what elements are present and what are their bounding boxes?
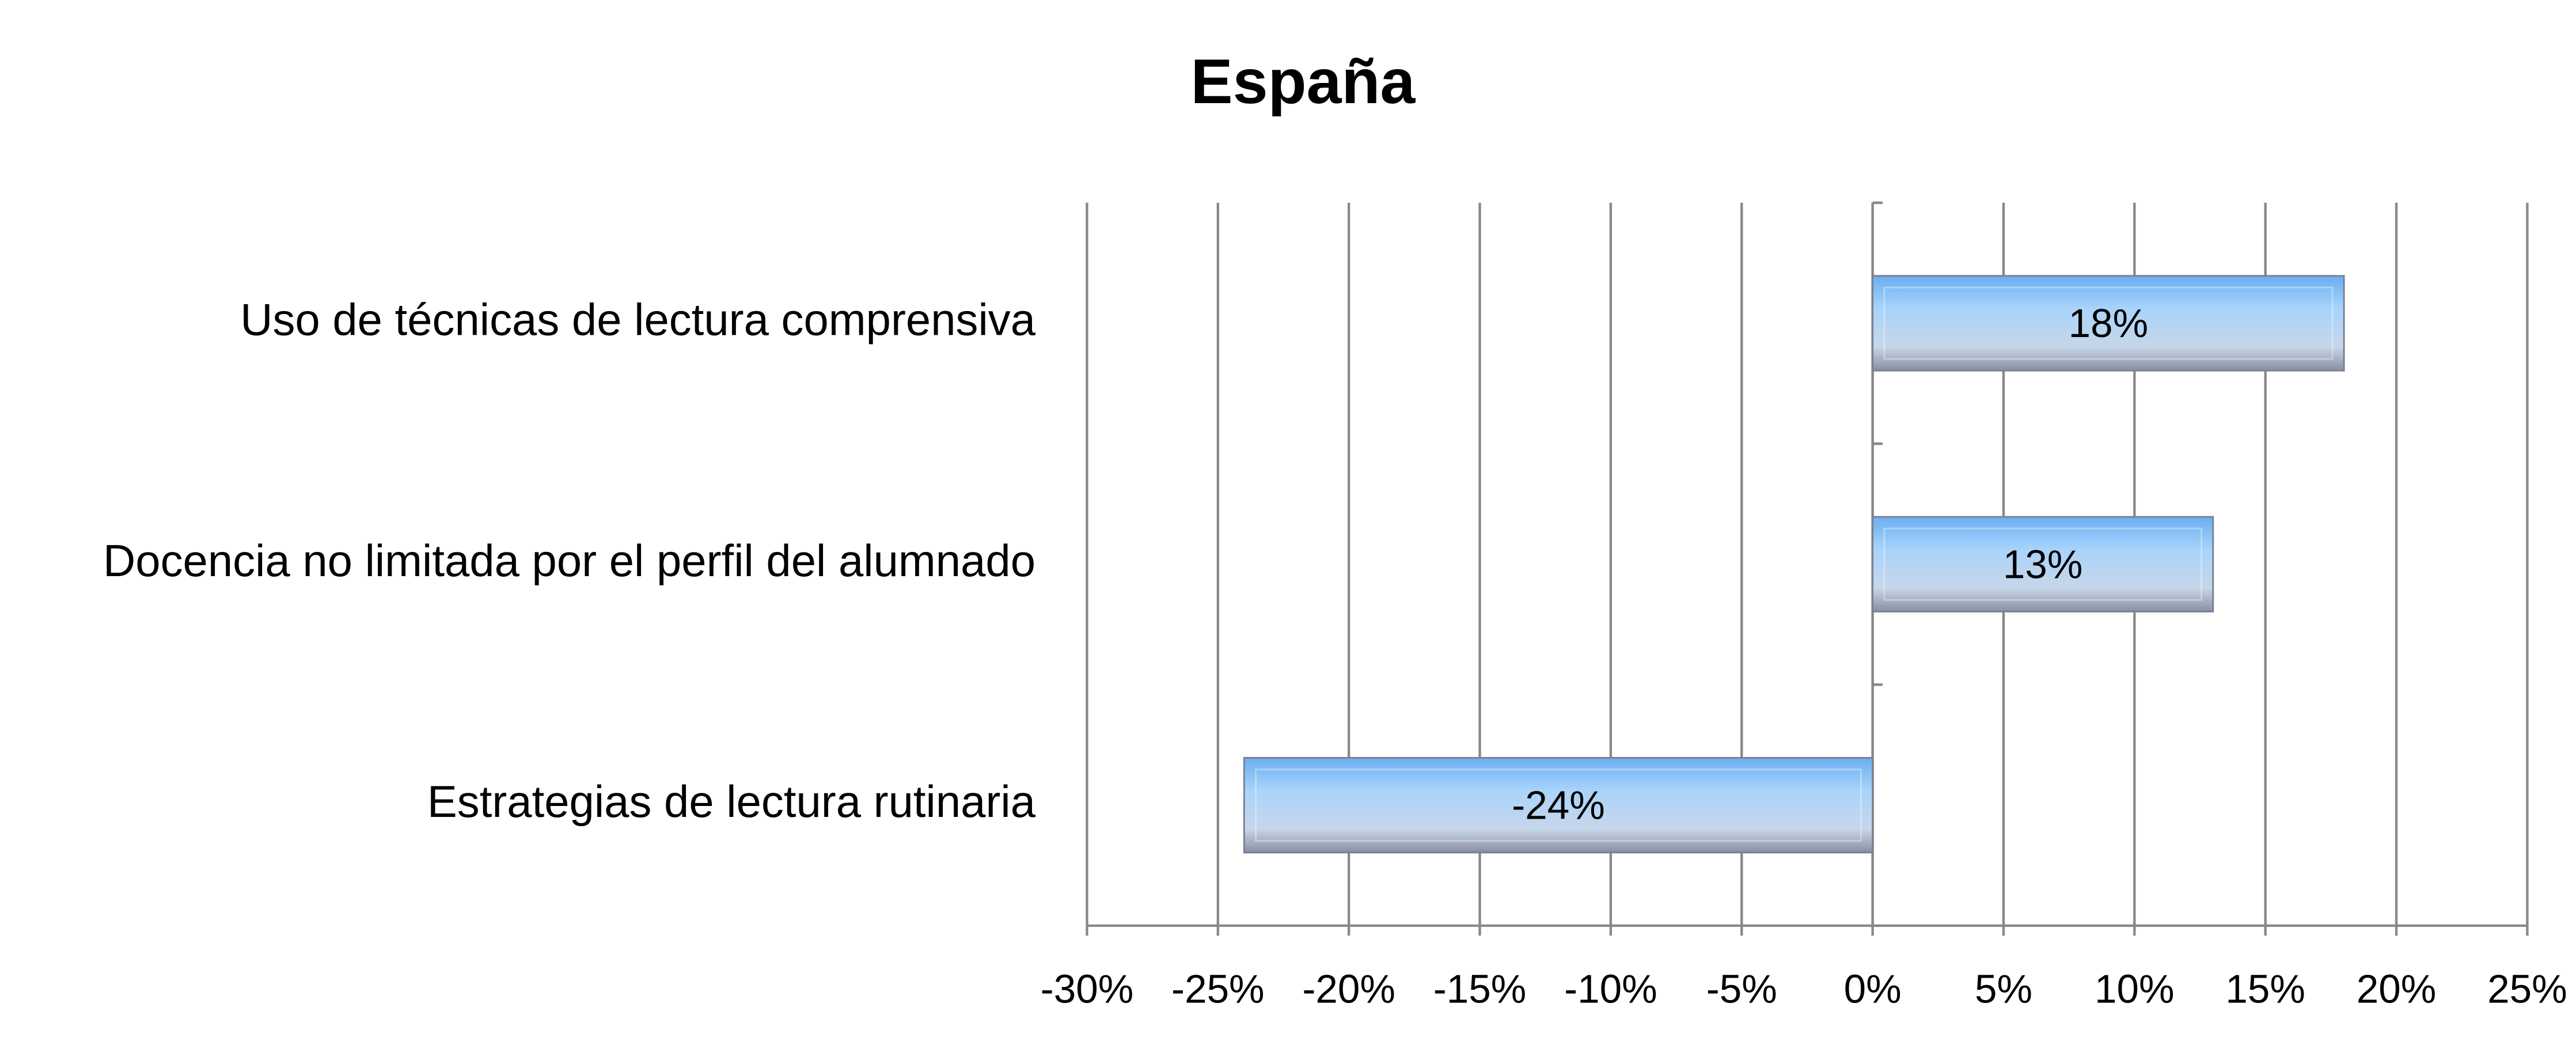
x-tick-label: 0% xyxy=(1844,966,1902,1011)
x-tick-label: 10% xyxy=(2095,966,2175,1011)
x-tick-label: -15% xyxy=(1433,966,1527,1011)
chart-title: España xyxy=(1191,47,1416,117)
x-tick-label: -5% xyxy=(1706,966,1777,1011)
y-tick-label: Estrategias de lectura rutinaria xyxy=(427,776,1036,827)
x-tick-label: 25% xyxy=(2487,966,2567,1011)
bar xyxy=(1243,756,1874,854)
x-tick-label: -20% xyxy=(1302,966,1395,1011)
bar xyxy=(1872,516,2214,612)
data-label: -24% xyxy=(1512,783,1605,828)
bar-bevel xyxy=(1883,527,2203,601)
x-tick-label: -30% xyxy=(1041,966,1134,1011)
bar-bevel xyxy=(1883,286,2334,360)
bar-bevel xyxy=(1255,769,1862,842)
x-tick-label: 15% xyxy=(2225,966,2305,1011)
x-tick-label: -25% xyxy=(1171,966,1265,1011)
x-tick-label: 5% xyxy=(1975,966,2032,1011)
y-tick-label: Docencia no limitada por el perfil del a… xyxy=(103,535,1035,586)
data-label: 13% xyxy=(2003,542,2083,586)
y-tick-label: Uso de técnicas de lectura comprensiva xyxy=(240,294,1035,345)
data-label: 18% xyxy=(2069,301,2149,346)
x-tick-label: -10% xyxy=(1564,966,1657,1011)
x-tick-label: 20% xyxy=(2357,966,2437,1011)
bar xyxy=(1872,275,2345,372)
